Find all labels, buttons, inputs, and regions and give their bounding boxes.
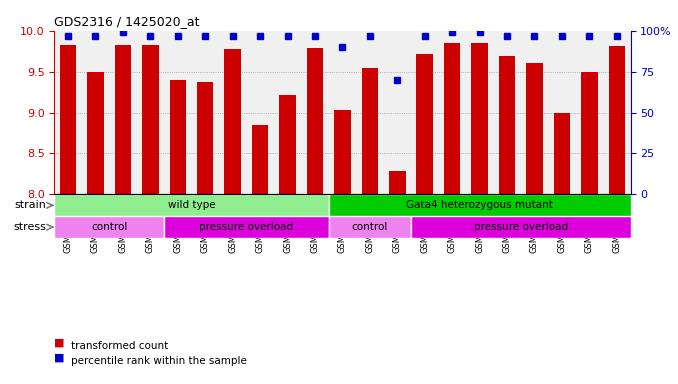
FancyBboxPatch shape [54,216,164,238]
Bar [197,82,214,194]
Text: pressure overload: pressure overload [474,222,568,232]
Bar [609,46,625,194]
Text: pressure overload: pressure overload [199,222,294,232]
FancyBboxPatch shape [329,194,631,216]
Bar [334,110,351,194]
Text: Gata4 heterozygous mutant: Gata4 heterozygous mutant [406,200,553,210]
Text: wild type: wild type [167,200,216,210]
Bar [60,45,76,194]
Bar [416,54,433,194]
Bar [279,95,296,194]
Bar [252,125,268,194]
Bar [87,72,104,194]
Text: percentile rank within the sample: percentile rank within the sample [71,356,247,366]
Text: control: control [352,222,388,232]
FancyBboxPatch shape [54,194,329,216]
Bar [224,49,241,194]
Text: ■: ■ [54,338,64,348]
Bar [389,171,405,194]
Bar [361,68,378,194]
Bar [115,45,131,194]
Text: GDS2316 / 1425020_at: GDS2316 / 1425020_at [54,15,200,28]
Bar [306,48,323,194]
Bar [142,45,159,194]
Text: strain: strain [14,200,46,210]
Text: ■: ■ [54,353,64,363]
Bar [581,72,597,194]
Bar [471,43,488,194]
Text: control: control [91,222,127,232]
Bar [444,43,460,194]
Bar [554,113,570,194]
Text: transformed count: transformed count [71,341,168,351]
Text: stress: stress [13,222,46,232]
FancyBboxPatch shape [164,216,329,238]
Bar [170,80,186,194]
Bar [499,56,515,194]
Bar [526,63,542,194]
FancyBboxPatch shape [411,216,631,238]
FancyBboxPatch shape [329,216,411,238]
